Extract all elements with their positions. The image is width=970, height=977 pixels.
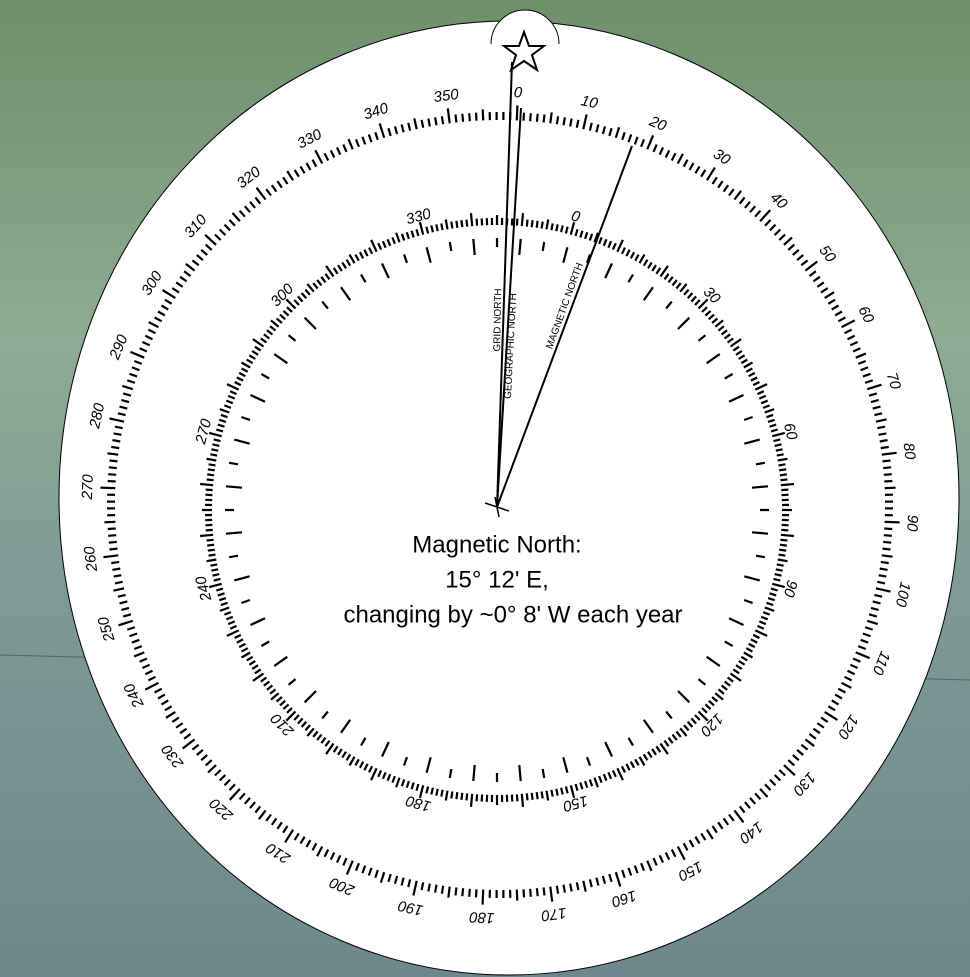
ring-label: 350	[433, 86, 461, 106]
north-line-label: GRID NORTH	[492, 288, 504, 351]
ring-label: 60	[780, 421, 801, 442]
ring-label: 60	[854, 303, 877, 326]
inner-dashes	[225, 238, 769, 782]
ring-label: 180	[404, 792, 433, 815]
ring-label: 190	[396, 897, 425, 919]
ring-label: 70	[883, 370, 904, 392]
ring-label: 240	[192, 574, 215, 604]
ring-label: 90	[780, 578, 801, 599]
ring-ticks	[100, 105, 900, 905]
caption-line: changing by ~0° 8' W each year	[343, 601, 682, 628]
ring-label: 280	[86, 401, 108, 431]
ring-label: 170	[540, 904, 568, 924]
ring-label: 90	[903, 514, 921, 532]
ring-label: 10	[579, 92, 600, 112]
north-line	[496, 61, 513, 508]
ring-ticks	[199, 212, 795, 808]
ring-label: 0	[513, 84, 523, 101]
ring-label: 150	[561, 792, 590, 815]
caption-line: Magnetic North:	[412, 531, 581, 558]
ring-label: 340	[361, 100, 391, 124]
north-line	[496, 145, 633, 508]
caption-line: 15° 12' E,	[445, 566, 549, 593]
ring-label: 260	[81, 545, 101, 574]
ring-label: 330	[404, 205, 433, 228]
ring-label: 270	[192, 417, 215, 447]
north-line	[496, 107, 522, 508]
ring-label: 80	[900, 442, 919, 461]
ring-label: 160	[609, 887, 639, 911]
ring-label: 20	[646, 112, 669, 135]
ring-label: 100	[892, 580, 914, 609]
ring-label: 180	[468, 908, 494, 926]
compass-disc	[58, 9, 960, 976]
ring-label: 270	[79, 473, 97, 500]
north-star	[501, 29, 547, 73]
